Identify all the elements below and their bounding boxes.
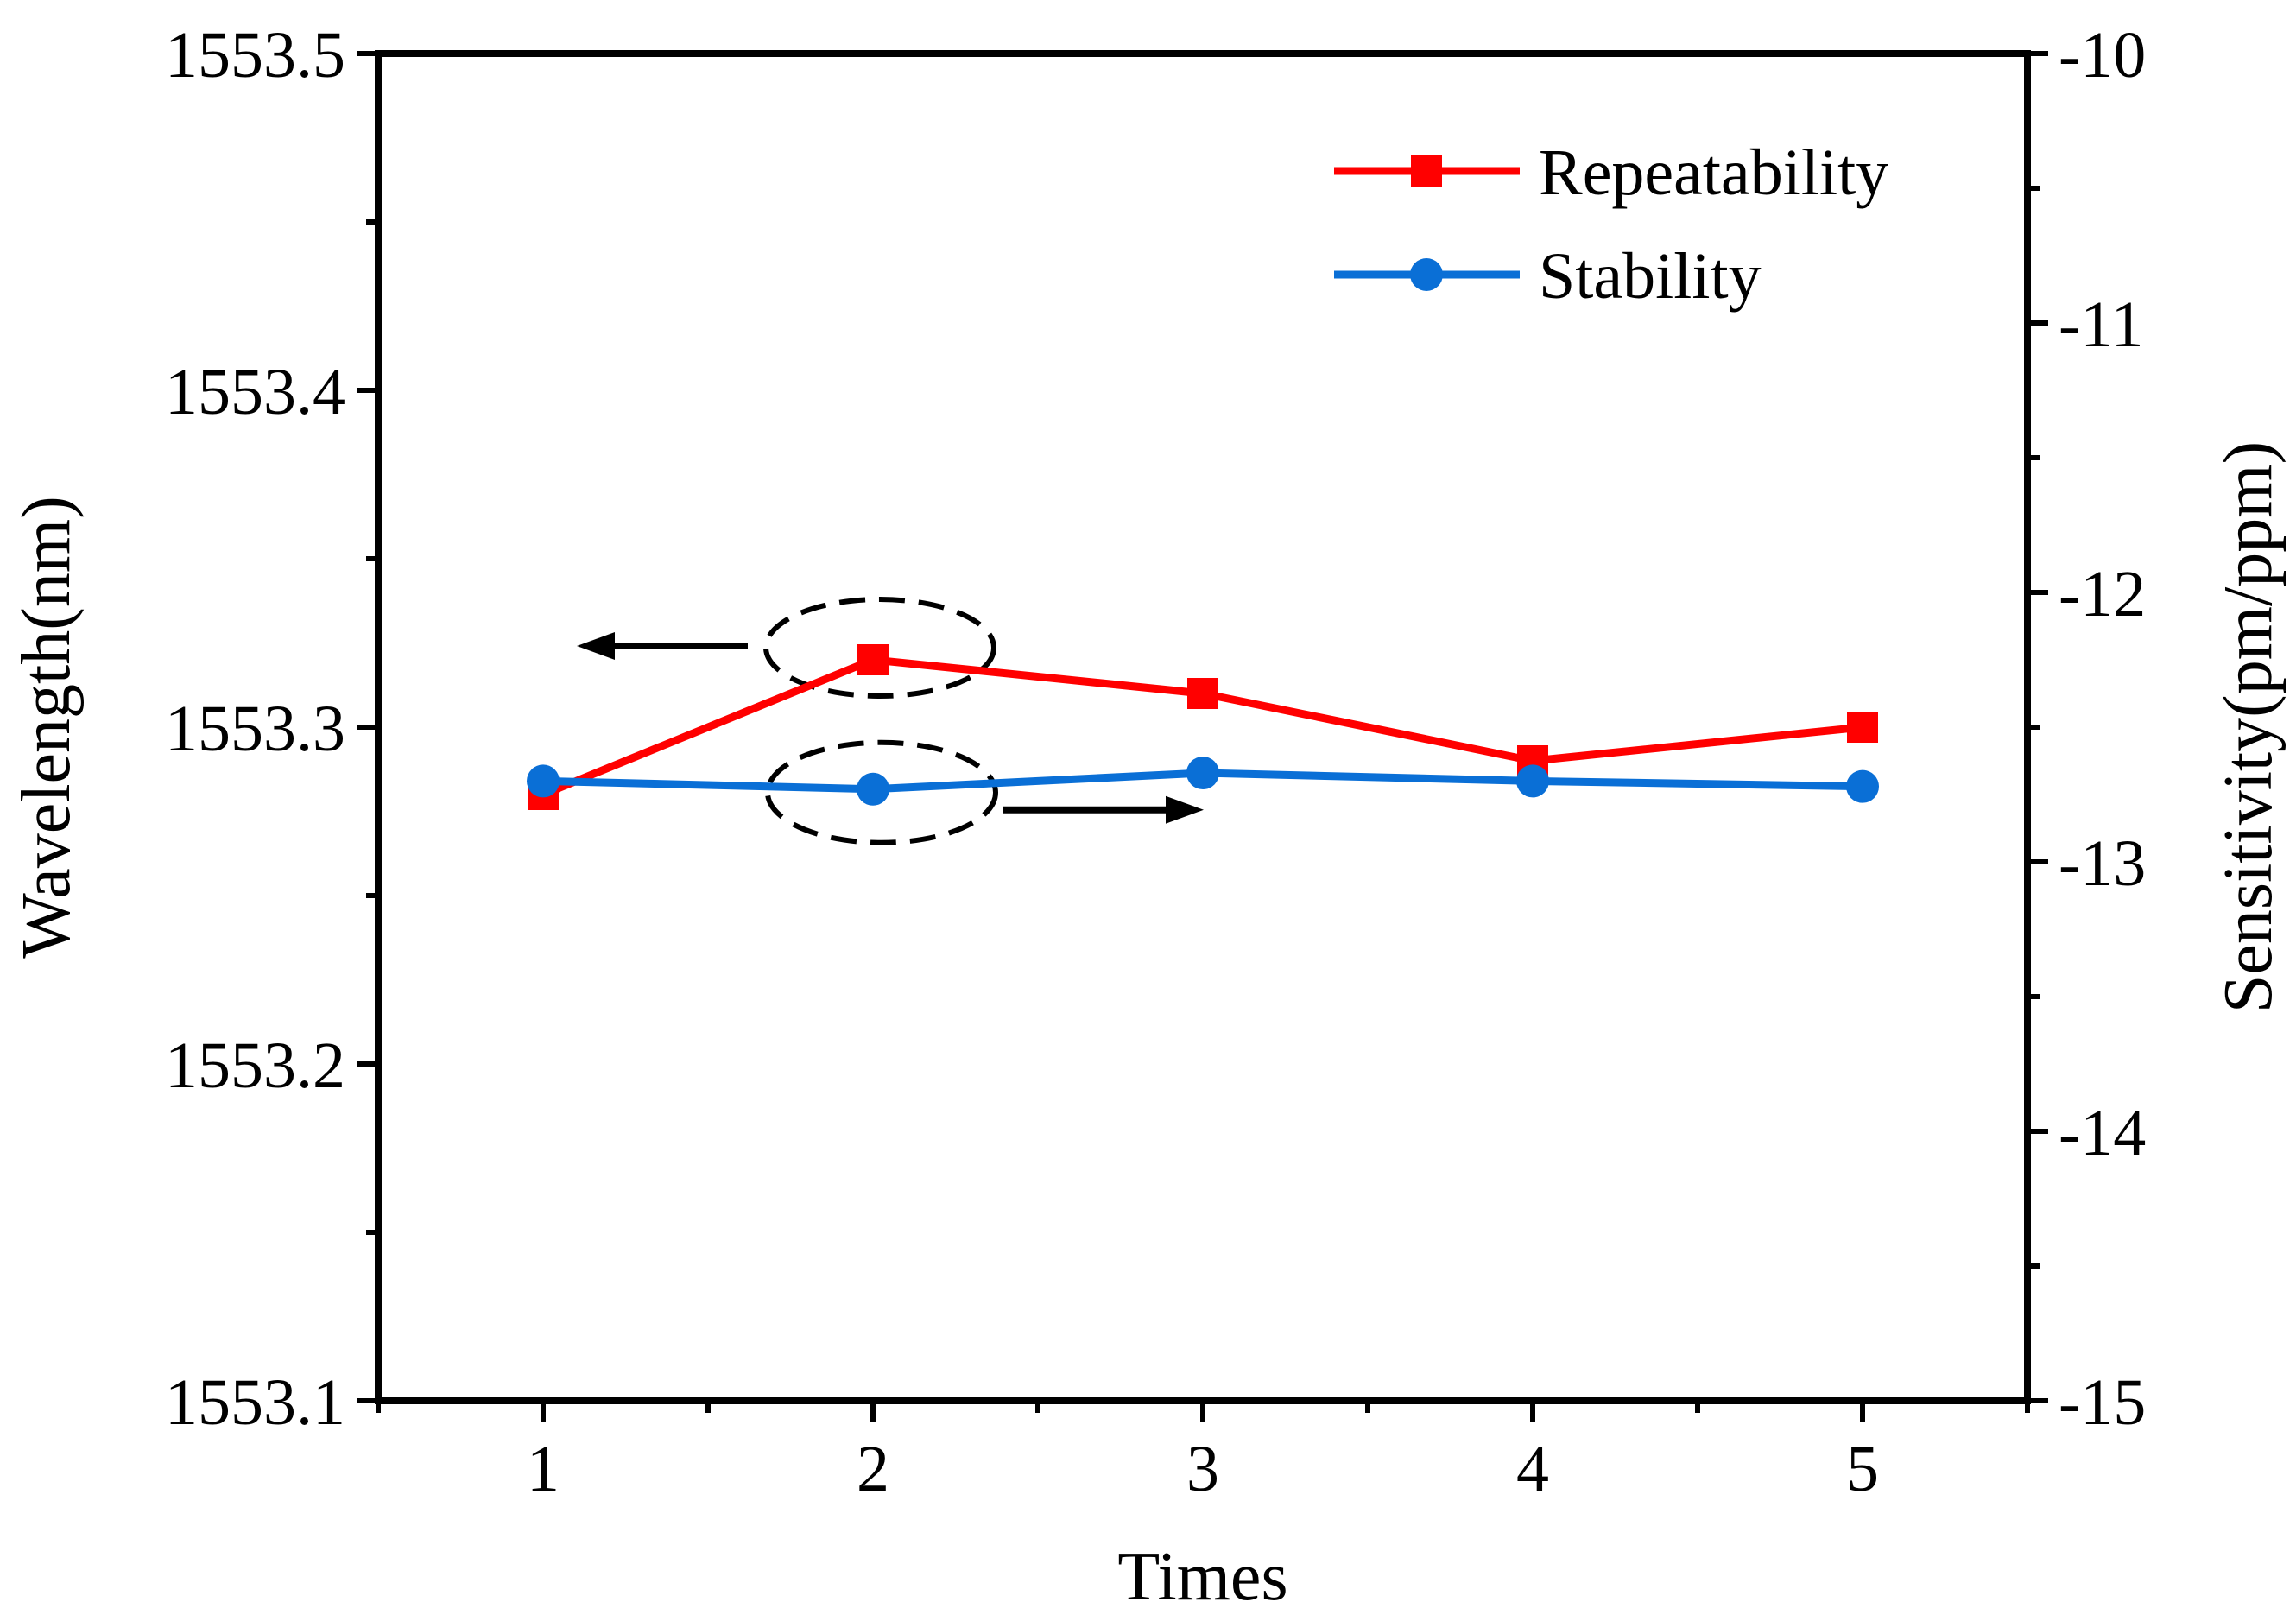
legend-label-stability: Stability (1539, 240, 1762, 313)
y-tick-label: 1553.4 (165, 356, 345, 428)
annotations (577, 597, 1204, 845)
y2-tick-label: -15 (2059, 1366, 2146, 1439)
y2-axis-title: Sensitivity(pm/ppm) (2211, 441, 2287, 1013)
x-tick-label: 5 (1846, 1433, 1879, 1505)
x-tick-label: 1 (527, 1433, 560, 1505)
repeatability-point (857, 644, 889, 675)
y2-tick-label: -13 (2059, 827, 2146, 900)
stability-point (857, 772, 889, 806)
x-tick-label: 3 (1186, 1433, 1219, 1505)
dashed-ellipse-stability (765, 739, 998, 845)
repeatability-point (1187, 678, 1218, 709)
stability-point (1846, 769, 1879, 803)
y2-tick-label: -10 (2059, 19, 2146, 92)
y-tick-label: 1553.3 (165, 693, 345, 765)
y-axis-title: Wavelength(nm) (9, 496, 85, 959)
stability-point (527, 764, 560, 798)
y2-tick-label: -11 (2059, 288, 2144, 361)
y-tick-label: 1553.5 (165, 19, 345, 92)
y-tick-label: 1553.2 (165, 1029, 345, 1102)
stability-point (1516, 764, 1549, 798)
y2-tick-label: -14 (2059, 1097, 2146, 1169)
y-tick-label: 1553.1 (165, 1366, 345, 1439)
repeatability-point (1847, 712, 1878, 743)
legend-label-repeatability: Repeatability (1539, 136, 1888, 209)
x-tick-label: 2 (857, 1433, 889, 1505)
legend: Repeatability Stability (1334, 136, 1888, 313)
legend-marker-repeatability (1411, 155, 1442, 187)
x-tick-label: 4 (1516, 1433, 1549, 1505)
series-layer (527, 644, 1879, 810)
stability-point (1186, 757, 1219, 790)
dashed-ellipse-repeatability (763, 597, 996, 699)
plot-frame (375, 50, 2031, 1404)
right-arrow-head (1166, 795, 1204, 824)
legend-marker-stability (1410, 258, 1443, 291)
y2-tick-label: -12 (2059, 558, 2146, 630)
x-axis-title: Times (1117, 1539, 1287, 1615)
axes: 1 2 3 4 5 1553.1 1553.2 1553.3 1553.4 1553.5 -15 -1… (165, 19, 2146, 1505)
left-arrow-head (577, 632, 615, 660)
